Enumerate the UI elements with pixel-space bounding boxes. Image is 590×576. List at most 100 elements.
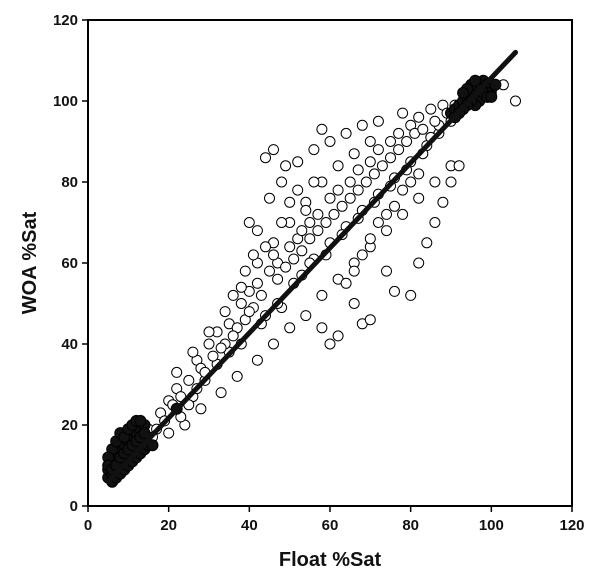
plot-frame [87, 19, 573, 507]
open-point-142 [255, 289, 267, 301]
open-point-172 [300, 204, 312, 216]
open-point-180 [340, 277, 352, 289]
open-point-25 [393, 127, 405, 139]
open-point-50 [219, 306, 231, 318]
open-point-4 [183, 374, 195, 386]
open-point-92 [316, 123, 328, 135]
open-point-100 [381, 265, 392, 277]
open-point-84 [292, 156, 304, 168]
x-tick-label-5: 100 [479, 517, 504, 534]
open-point-177 [260, 241, 271, 253]
open-point-185 [381, 208, 392, 220]
open-point-148 [312, 225, 324, 237]
open-point-169 [510, 95, 521, 107]
open-point-37 [300, 310, 312, 322]
open-point-28 [425, 103, 437, 115]
open-point-83 [276, 176, 288, 188]
open-point-90 [268, 144, 279, 156]
x-tick-label-2: 40 [241, 517, 258, 534]
open-point-105 [437, 196, 449, 208]
open-point-187 [397, 184, 409, 196]
open-point-147 [304, 233, 316, 245]
open-point-94 [397, 107, 409, 119]
x-tick-label-4: 80 [402, 517, 419, 534]
open-point-86 [324, 136, 336, 147]
open-point-6 [203, 338, 215, 350]
open-point-19 [332, 184, 344, 196]
open-point-58 [348, 148, 360, 160]
open-point-38 [316, 289, 328, 301]
open-point-59 [364, 136, 376, 147]
x-tick-label-3: 60 [322, 517, 339, 534]
open-point-104 [389, 285, 400, 297]
open-point-16 [304, 217, 316, 228]
open-point-184 [372, 217, 384, 228]
open-point-111 [239, 265, 251, 277]
x-tick-label-1: 20 [160, 517, 177, 534]
open-point-183 [364, 233, 376, 245]
y-tick-label-1: 20 [61, 417, 78, 434]
open-point-162 [429, 115, 441, 127]
open-point-57 [332, 160, 344, 172]
open-point-101 [413, 257, 425, 269]
open-point-173 [308, 176, 320, 188]
open-point-126 [207, 350, 219, 362]
open-point-152 [344, 192, 356, 204]
open-point-33 [231, 370, 243, 382]
open-point-103 [429, 217, 441, 228]
open-point-186 [389, 200, 400, 212]
open-point-47 [171, 366, 183, 378]
open-point-146 [296, 245, 308, 257]
axis-ticks: 0 20 40 60 80 100 120 0 20 40 60 80 100 120 [53, 12, 585, 534]
open-point-22 [364, 156, 376, 168]
open-point-149 [320, 217, 332, 228]
open-point-108 [348, 298, 360, 309]
open-point-97 [332, 330, 344, 342]
open-point-51 [235, 281, 247, 293]
y-tick-label-5: 100 [53, 93, 78, 110]
open-point-12 [264, 265, 275, 277]
open-point-20 [344, 176, 356, 188]
filled-point-49 [138, 427, 151, 440]
open-point-171 [292, 184, 304, 196]
open-point-60 [163, 427, 175, 439]
open-point-80 [243, 217, 255, 228]
x-tick-label-0: 0 [84, 517, 92, 534]
open-point-42 [381, 225, 392, 237]
open-point-144 [280, 261, 292, 273]
fit-line [105, 49, 519, 485]
open-point-96 [364, 314, 376, 326]
open-point-85 [308, 144, 320, 156]
open-point-151 [336, 200, 348, 212]
open-point-176 [268, 249, 279, 261]
open-point-11 [251, 277, 263, 289]
open-point-23 [372, 144, 384, 156]
open-point-99 [405, 289, 417, 301]
open-point-27 [413, 111, 425, 123]
y-tick-label-0: 0 [70, 498, 78, 515]
open-point-44 [413, 192, 425, 204]
open-point-157 [385, 152, 396, 164]
filled-point-27 [134, 414, 147, 427]
open-point-175 [276, 217, 288, 228]
open-point-181 [348, 265, 360, 277]
open-point-150 [328, 208, 340, 220]
open-point-170 [284, 196, 296, 208]
open-point-178 [243, 306, 255, 318]
open-point-158 [393, 144, 405, 156]
open-point-87 [340, 127, 352, 139]
open-point-49 [203, 326, 215, 338]
open-point-17 [312, 208, 324, 220]
open-point-174 [296, 225, 308, 237]
open-point-189 [413, 168, 425, 180]
open-point-34 [251, 354, 263, 366]
open-point-102 [421, 237, 433, 249]
x-axis-title: Float %Sat [279, 549, 382, 571]
open-point-98 [324, 338, 336, 350]
filled-point-39 [146, 439, 159, 452]
open-point-155 [368, 168, 380, 180]
open-point-32 [215, 387, 227, 399]
open-point-161 [417, 123, 429, 135]
y-tick-label-6: 120 [53, 12, 78, 29]
